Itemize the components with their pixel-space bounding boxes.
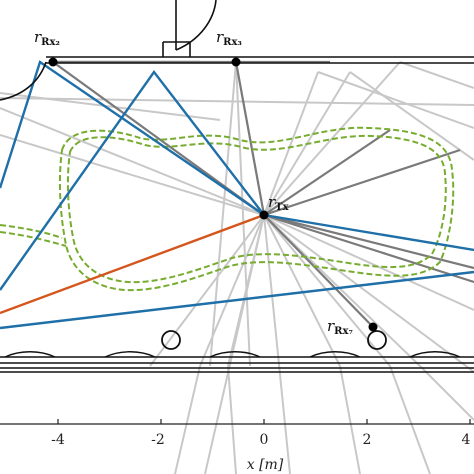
x-tick-label: 0 [260,432,269,448]
trajectory-loop [66,134,447,284]
rx3-node [231,57,241,67]
x-tick-label: -2 [151,432,165,448]
trajectory-loop [0,224,63,239]
dark-ray [234,61,266,216]
light-ray [389,365,431,474]
blue-path [0,270,474,330]
light-ray [419,365,474,421]
rx2-node [48,57,58,67]
light-ray [174,365,201,474]
rx3-label: rRx₃ [216,28,242,48]
rx7-label: rRx₇ [327,317,353,337]
pillar-circle [367,330,387,350]
rx7-node [368,322,378,332]
light-ray [263,71,319,216]
dark-ray [263,148,461,217]
trajectory-group [0,126,455,292]
dark-ray [263,214,374,328]
light-ray [0,134,265,216]
blue-path [0,60,265,216]
light-ray [235,61,251,367]
blue-path [0,69,265,291]
dark-ray [263,213,474,284]
x-tick-labels: -4 -2 0 2 4 [51,432,470,448]
light-ray [263,214,341,367]
light-ray [0,92,221,121]
blue-path-group [0,60,474,330]
light-ray [227,365,237,474]
blue-path [263,213,474,252]
light-ray [263,214,474,373]
light-ray [263,214,291,474]
orange-path [0,213,265,315]
x-axis [0,419,474,425]
light-ray [349,71,474,161]
x-tick-label: 2 [363,432,372,448]
dark-ray [52,61,265,216]
light-ray [399,61,474,89]
x-tick-label: -4 [51,432,65,448]
x-axis-title: x [m] [247,457,284,473]
dark-ray-group [52,60,474,328]
pillar-circle [161,330,181,350]
dark-ray [263,129,391,216]
rx2-label: rRx₂ [34,28,60,48]
light-ray-group [0,61,474,474]
trajectory-loop [58,126,455,292]
light-ray [204,214,265,474]
light-ray [0,107,265,216]
tx-label: rTx [268,193,290,213]
tx-node [259,210,269,220]
light-ray [209,61,237,367]
light-ray [339,365,361,474]
light-ray [199,214,265,367]
top-wall [0,0,474,101]
dark-ray [263,213,474,270]
x-tick-label: 4 [462,432,471,448]
bottom-wall [0,351,474,373]
light-ray [263,214,474,311]
